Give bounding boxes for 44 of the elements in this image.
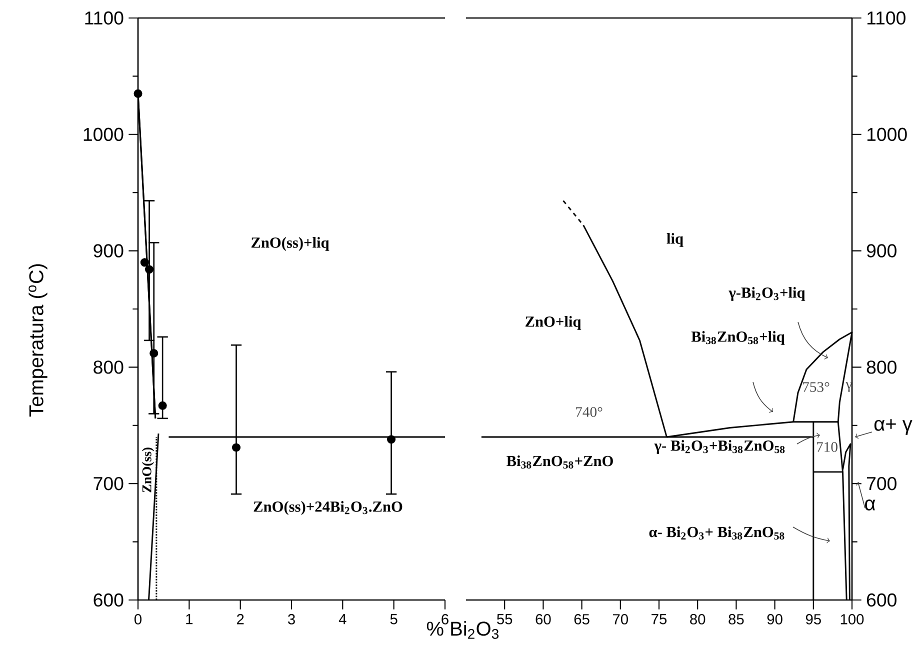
y-tick-label: 600 (94, 593, 124, 607)
y-tick-label: 800 (866, 360, 896, 374)
x-tick-label: 75 (652, 614, 667, 624)
x-tick-label: 5 (390, 614, 398, 624)
y-axis-title: Temperatura ($^{o}$C) (28, 264, 48, 417)
y-tick-label: 1000 (867, 128, 907, 142)
y-tick-label: 1100 (867, 11, 906, 25)
y-tick-label: 800 (94, 360, 124, 374)
annotation: 710 (816, 442, 838, 452)
x-tick-label: 1 (186, 614, 193, 624)
y-tick-label: 1100 (85, 11, 124, 25)
annotation: ZnO+liq (526, 316, 582, 330)
text: α+ γ (874, 419, 912, 435)
y-tick-label: 900 (94, 244, 124, 258)
annotation: γ- Bi$_{2}$O$_{3}$+Bi$_{38}$ZnO$_{58}$ (654, 440, 785, 454)
x-tick-label: 90 (767, 614, 782, 624)
x-tick-label: 70 (613, 614, 628, 624)
annotation: ZnO(ss)+liq (251, 237, 330, 251)
annotation: γ-Bi$_{2}$O$_{3}$+liq (728, 287, 806, 301)
y-tick-label: 900 (866, 244, 896, 258)
x-tick-label: 4 (338, 614, 346, 624)
annotation: ZnO(ss)+24Bi$_{2}$O$_{3}$.ZnO (254, 501, 402, 515)
y-tick-label: 1000 (84, 128, 124, 142)
y-tick-label: 700 (867, 476, 896, 490)
annotation: liq (666, 233, 684, 247)
annotation: ZnO(ss) (142, 448, 154, 492)
x-tick-label: 95 (806, 614, 821, 624)
text: α (865, 500, 876, 510)
y-tick-label: 700 (94, 476, 124, 490)
x-tick-label: 65 (574, 614, 590, 624)
x-tick-label: 85 (728, 614, 744, 624)
x-tick-label: 60 (536, 614, 551, 624)
annotation: α- Bi$_{2}$O$_{3}$+ Bi$_{38}$ZnO$_{58}$ (649, 526, 784, 540)
x-tick-label: 0 (134, 614, 142, 624)
annotation: 753° (803, 382, 830, 392)
x-tick-label: 100 (840, 614, 864, 624)
x-tick-label: 80 (690, 614, 706, 624)
annotation: Bi$_{38}$ZnO$_{58}$+ZnO (506, 455, 613, 469)
annotation: Bi$_{38}$ZnO$_{58}$+liq (691, 331, 785, 345)
x-tick-label: 2 (236, 614, 244, 624)
x-tick-label: 3 (288, 614, 295, 624)
annotation: 740° (576, 407, 602, 417)
x-tick-label: 55 (497, 614, 512, 624)
y-tick-label: 600 (866, 593, 896, 607)
